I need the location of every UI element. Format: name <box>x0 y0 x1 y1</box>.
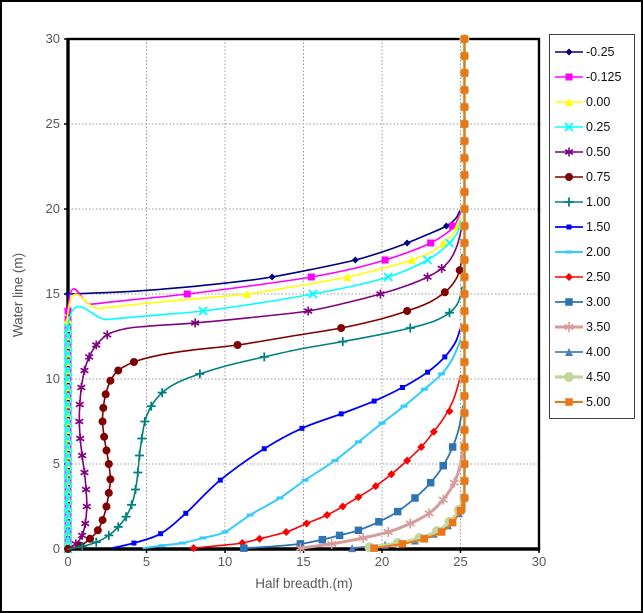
legend-label: 0.75 <box>586 169 611 184</box>
legend-label: 4.50 <box>586 369 611 384</box>
legend-marker-icon <box>555 371 583 382</box>
y-tick-label: 30 <box>45 31 60 46</box>
series-0.25 <box>63 220 462 554</box>
y-tick-label: 15 <box>45 286 60 301</box>
legend-marker-icon <box>555 172 583 181</box>
legend-marker-icon <box>555 272 583 281</box>
series-1.50 <box>111 323 463 550</box>
legend-item-0.25: 0.25 <box>550 114 634 139</box>
x-axis-title: Half breadth.(m) <box>255 576 353 591</box>
legend-label: 0.00 <box>586 94 611 109</box>
series-1.00 <box>67 286 463 551</box>
legend-marker-icon <box>555 197 583 206</box>
x-tick-label: 20 <box>374 554 390 569</box>
legend-item-4.50: 4.50 <box>550 364 634 389</box>
series-0.00 <box>64 215 462 553</box>
legend-label: 1.50 <box>586 219 611 234</box>
legend-item-5.00: 5.00 <box>550 389 634 414</box>
legend-marker-icon <box>555 297 583 306</box>
legend-item-0.75: 0.75 <box>550 164 634 189</box>
legend-label: -0.25 <box>586 44 615 59</box>
series-2.00 <box>142 338 462 550</box>
legend-marker-icon <box>555 250 583 253</box>
x-tick-label: 0 <box>64 554 72 569</box>
x-tick-label: 25 <box>453 554 468 569</box>
legend-marker-icon <box>555 97 583 106</box>
legend-marker-icon <box>555 73 583 80</box>
legend-label: 2.00 <box>586 244 611 259</box>
legend-label: 5.00 <box>586 394 611 409</box>
x-tick-label: 15 <box>296 554 311 569</box>
legend-label: -0.125 <box>586 69 622 84</box>
series-3.00 <box>240 405 464 552</box>
y-tick-label: 10 <box>45 371 60 386</box>
legend-label: 2.50 <box>586 269 611 284</box>
x-tick-label: 30 <box>531 554 547 569</box>
legend-label: 4.00 <box>586 344 611 359</box>
legend-marker-icon <box>555 347 583 356</box>
series-5.00 <box>370 35 469 552</box>
legend-marker-icon <box>555 397 583 406</box>
series--0.25 <box>64 208 462 298</box>
legend-label: 0.50 <box>586 144 611 159</box>
legend-label: 3.00 <box>586 294 611 309</box>
legend-item-1.50: 1.50 <box>550 214 634 239</box>
legend-marker-icon <box>555 121 583 132</box>
legend-item-0.50: 0.50 <box>550 139 634 164</box>
legend-item-0.00: 0.00 <box>550 89 634 114</box>
legend-item-3.00: 3.00 <box>550 289 634 314</box>
legend-item-2.50: 2.50 <box>550 264 634 289</box>
legend-item-2.00: 2.00 <box>550 239 634 264</box>
y-axis-title: Water line (m) <box>10 252 26 338</box>
legend-marker-icon <box>555 147 583 156</box>
legend-item-3.50: 3.50 <box>550 314 634 339</box>
x-tick-label: 10 <box>217 554 233 569</box>
legend: -0.25 -0.125 0.00 0.25 0.50 0.75 1.00 1.50 2.00 2… <box>549 34 635 419</box>
y-tick-label: 25 <box>45 116 60 131</box>
legend-label: 1.00 <box>586 194 611 209</box>
x-tick-label: 5 <box>142 554 151 569</box>
y-tick-label: 5 <box>52 456 60 471</box>
legend-item--0.25: -0.25 <box>550 39 634 64</box>
legend-marker-icon <box>555 224 583 229</box>
legend-marker-icon <box>555 48 583 55</box>
series-0.50 <box>67 228 463 550</box>
legend-item-4.00: 4.00 <box>550 339 634 364</box>
legend-item-1.00: 1.00 <box>550 189 634 214</box>
legend-marker-icon <box>555 321 583 332</box>
legend-item--0.125: -0.125 <box>550 64 634 89</box>
y-tick-label: 20 <box>45 201 60 216</box>
legend-label: 0.25 <box>586 119 611 134</box>
legend-label: 3.50 <box>586 319 611 334</box>
series-3.50 <box>295 438 466 554</box>
y-tick-label: 0 <box>52 541 60 556</box>
